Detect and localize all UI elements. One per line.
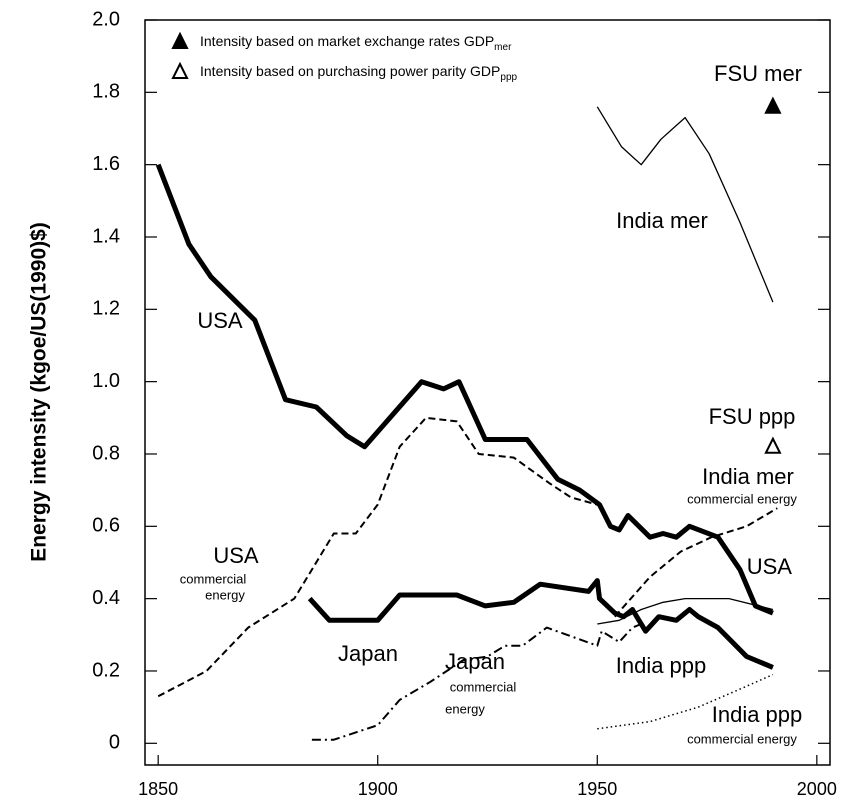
plot-frame bbox=[144, 19, 831, 766]
legend-text: Intensity based on market exchange rates… bbox=[200, 33, 494, 49]
line bbox=[597, 673, 774, 730]
line bbox=[597, 597, 774, 625]
legend-label: Intensity based on market exchange rates… bbox=[200, 33, 512, 53]
annotation: USA bbox=[747, 554, 793, 579]
annotation: commercial energy bbox=[687, 491, 797, 506]
annotation: commercial energy bbox=[687, 731, 797, 746]
y-tick-label: 1.8 bbox=[92, 81, 120, 103]
annotation: Japan bbox=[445, 649, 505, 674]
y-tick-label: 0.6 bbox=[92, 515, 120, 537]
annotation: energy bbox=[205, 587, 245, 602]
y-tick-label: 1.2 bbox=[92, 298, 120, 320]
y-tick-label: 0.2 bbox=[92, 659, 120, 681]
y-tick-label: 2.0 bbox=[92, 8, 120, 30]
annotation: USA bbox=[197, 308, 243, 333]
legend-sub: ppp bbox=[500, 72, 517, 83]
legend-marker bbox=[171, 31, 189, 49]
legend-label: Intensity based on purchasing power pari… bbox=[200, 63, 518, 83]
annotation: Japan bbox=[338, 641, 398, 666]
annotation: FSU ppp bbox=[709, 404, 796, 429]
line bbox=[614, 507, 778, 618]
line bbox=[596, 106, 774, 303]
marker bbox=[764, 96, 782, 114]
legend-marker bbox=[171, 61, 189, 79]
y-tick-label: 0 bbox=[109, 732, 120, 754]
annotation: USA bbox=[213, 543, 259, 568]
annotation: energy bbox=[445, 701, 485, 716]
x-tick-label: 1900 bbox=[358, 779, 398, 799]
line bbox=[157, 416, 598, 698]
annotation: India ppp bbox=[616, 653, 707, 678]
marker bbox=[764, 436, 782, 454]
annotation: India mer bbox=[616, 208, 708, 233]
annotation: commercial bbox=[450, 679, 517, 694]
legend-text: Intensity based on purchasing power pari… bbox=[200, 63, 500, 79]
x-tick-label: 2000 bbox=[797, 779, 837, 799]
y-tick-label: 0.8 bbox=[92, 442, 120, 464]
annotation: commercial bbox=[180, 571, 247, 586]
x-tick-label: 1850 bbox=[138, 779, 178, 799]
x-tick-label: 1950 bbox=[577, 779, 617, 799]
annotation: India ppp bbox=[712, 702, 803, 727]
legend-sub: mer bbox=[494, 42, 512, 53]
y-axis-label: Energy intensity (kgoe/US(1990)$) bbox=[28, 222, 51, 562]
annotation: India mer bbox=[702, 464, 794, 489]
y-tick-label: 0.4 bbox=[92, 587, 120, 609]
line bbox=[307, 578, 774, 670]
line bbox=[155, 163, 774, 616]
annotation: FSU mer bbox=[714, 61, 802, 86]
y-tick-label: 1.4 bbox=[92, 225, 120, 247]
line bbox=[311, 623, 642, 741]
y-tick-label: 1.0 bbox=[92, 370, 120, 392]
y-tick-label: 1.6 bbox=[92, 153, 120, 175]
